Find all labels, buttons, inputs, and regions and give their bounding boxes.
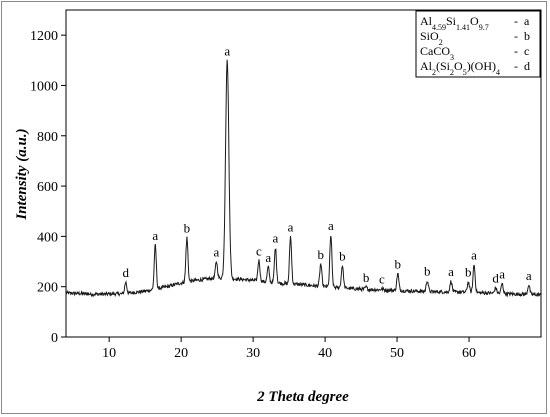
legend-entry-name: Al4.59Si1.41O9.7 <box>420 14 489 32</box>
peak-label: a <box>526 268 532 283</box>
peak-label: b <box>339 248 346 263</box>
y-tick-label: 600 <box>37 180 58 195</box>
legend-entry-name: Al2(Si2O5)(OH)4 <box>420 59 500 77</box>
legend-entry-code: d <box>524 59 530 73</box>
legend-entry-separator: - <box>514 44 518 58</box>
peak-label: b <box>318 247 325 262</box>
x-tick-label: 10 <box>102 346 116 361</box>
legend-entry-separator: - <box>514 14 518 28</box>
y-axis-title-text: Intensity <box>14 165 30 221</box>
x-tick-label: 60 <box>462 346 476 361</box>
y-tick-label: 800 <box>37 130 58 145</box>
legend-entry-name: CaCO3 <box>420 44 454 62</box>
legend-box <box>415 10 541 78</box>
y-tick-label: 200 <box>37 281 58 296</box>
peak-label: d <box>122 265 129 280</box>
y-tick-label: 400 <box>37 230 58 245</box>
x-axis-title: 2 Theta degree <box>256 389 349 405</box>
y-tick-label: 0 <box>51 331 58 346</box>
peak-label: a <box>273 231 279 246</box>
peak-label: a <box>328 218 334 233</box>
legend-entry-separator: - <box>514 59 518 73</box>
x-tick-label: 20 <box>174 346 188 361</box>
peak-label: c <box>256 243 262 258</box>
peak-label: a <box>152 228 158 243</box>
peak-label: b <box>184 221 191 236</box>
legend-entry-separator: - <box>514 29 518 43</box>
peak-label: a <box>471 248 477 263</box>
legend-entry-code: b <box>524 29 530 43</box>
x-tick-label: 50 <box>390 346 404 361</box>
peak-label: b <box>465 265 472 280</box>
peak-label: a <box>224 43 230 58</box>
peak-label: a <box>214 245 220 260</box>
x-tick-label: 40 <box>318 346 332 361</box>
peak-label: a <box>265 250 271 265</box>
y-tick-label: 1200 <box>30 29 58 44</box>
y-tick-label: 1000 <box>30 79 58 94</box>
peak-label: a <box>448 264 454 279</box>
peak-label: a <box>499 267 505 282</box>
x-tick-label: 30 <box>246 346 260 361</box>
plot-frame <box>65 9 542 338</box>
legend-entry-code: a <box>524 14 530 28</box>
peak-label: d <box>492 271 499 286</box>
peak-label: b <box>424 263 431 278</box>
xrd-trace <box>65 59 542 298</box>
peak-label: c <box>379 272 385 287</box>
y-axis-title: Intensity (a.u.) <box>14 128 30 220</box>
peak-label: b <box>363 270 370 285</box>
legend-entry-code: c <box>524 44 529 58</box>
peak-label: a <box>288 219 294 234</box>
peak-label: b <box>395 257 402 272</box>
y-axis-title-unit: (a.u.) <box>14 128 30 161</box>
legend-entry-name: SiO2 <box>420 29 443 47</box>
plot-layer <box>65 59 542 298</box>
